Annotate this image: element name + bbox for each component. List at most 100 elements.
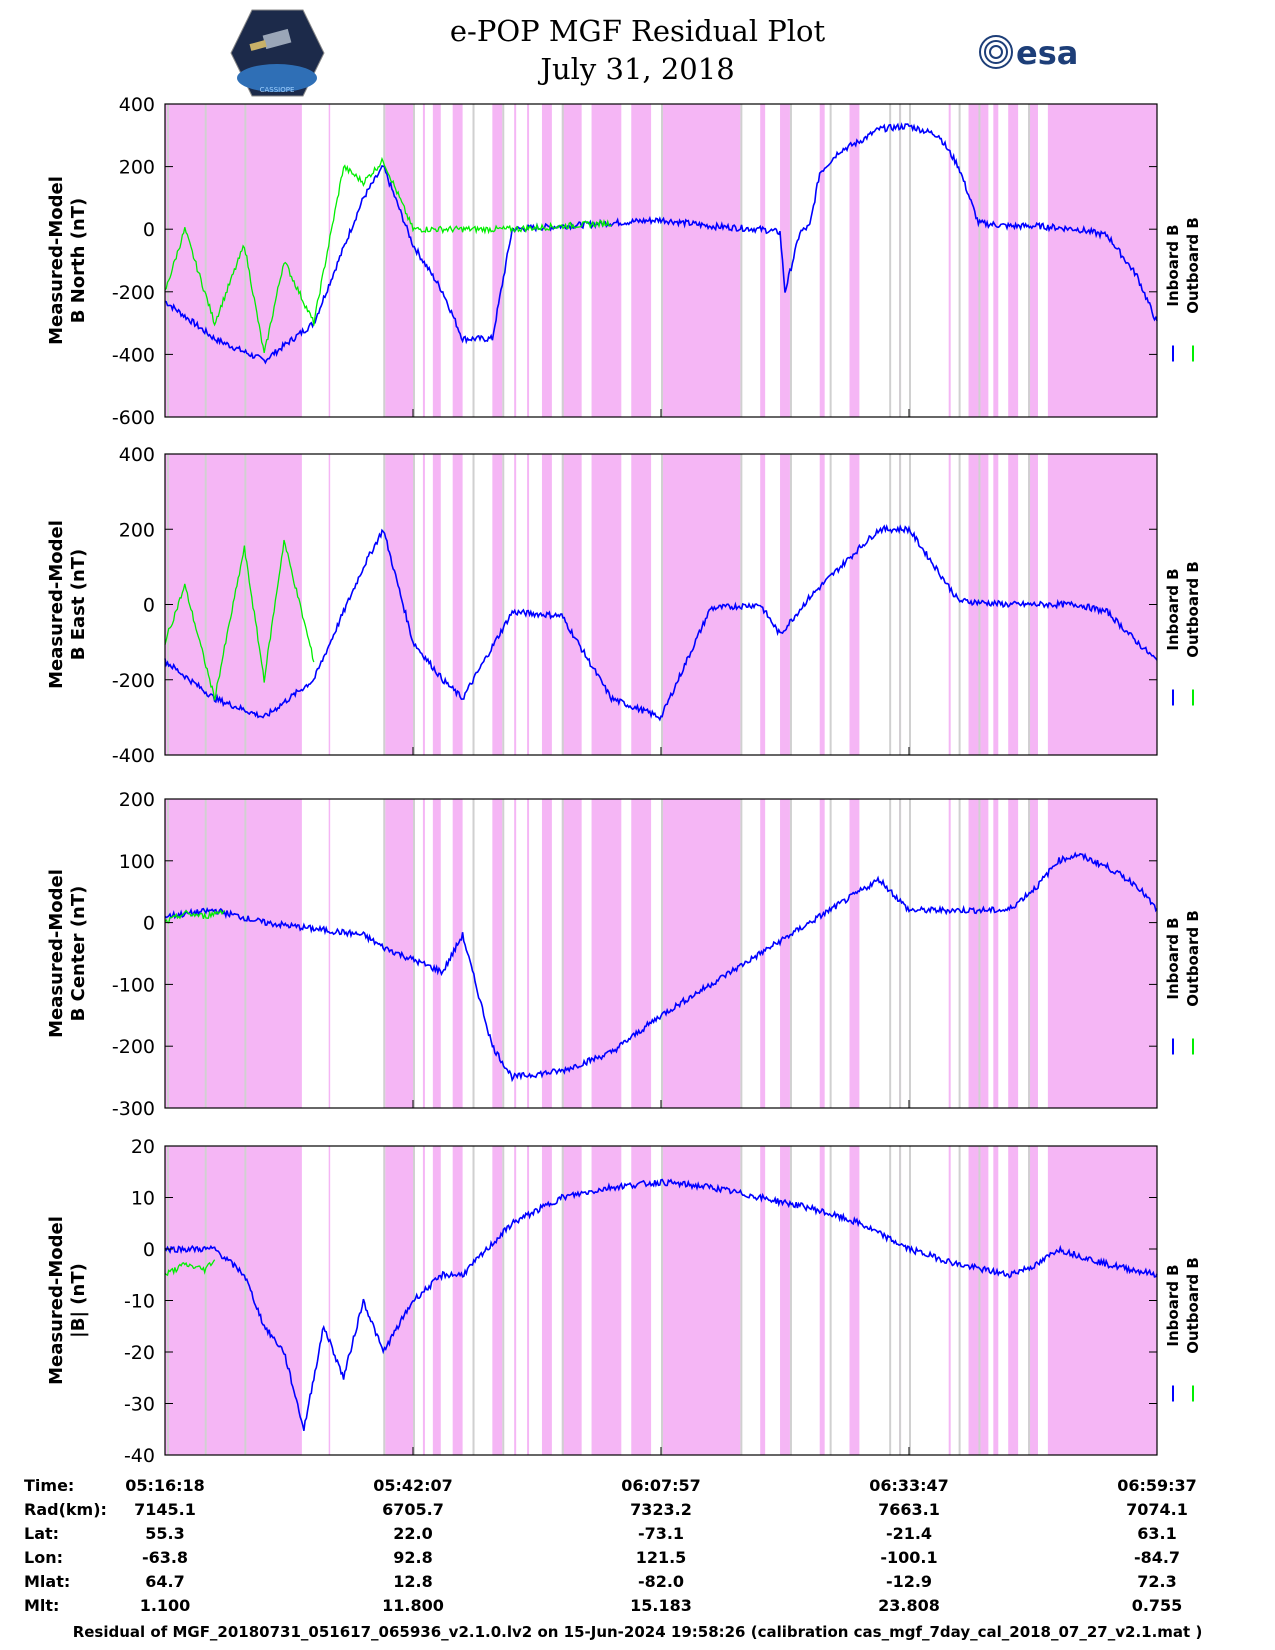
shade-band — [165, 799, 302, 1108]
grey-band — [413, 454, 415, 755]
shade-band — [385, 454, 413, 755]
grey-band — [502, 104, 505, 417]
shade-band — [849, 799, 860, 1108]
grey-band — [204, 104, 207, 417]
grey-band — [909, 799, 911, 1108]
grey-band — [502, 799, 505, 1108]
ephemeris-value: 23.808 — [878, 1596, 940, 1615]
ephemeris-value: 06:33:47 — [869, 1476, 949, 1495]
grey-band — [978, 104, 981, 417]
ephemeris-row-label: Mlat: — [24, 1572, 71, 1591]
shade-band — [591, 104, 622, 417]
grey-band — [244, 454, 247, 755]
shade-band — [780, 799, 790, 1108]
shade-band — [328, 1146, 331, 1455]
plot-frame — [164, 103, 1158, 418]
grey-band — [789, 104, 792, 417]
y-tick-label: 0 — [143, 219, 155, 241]
legend-inboard-label: Inboard B — [1164, 224, 1182, 306]
shade-band — [948, 799, 951, 1108]
ephemeris-value: 55.3 — [145, 1524, 185, 1543]
grey-band — [958, 1146, 961, 1455]
shade-band — [561, 454, 582, 755]
ephemeris-value: 12.8 — [393, 1572, 433, 1591]
grey-band — [829, 104, 832, 417]
shade-band — [591, 1146, 622, 1455]
shade-band — [993, 1146, 999, 1455]
y-tick-label: 200 — [119, 519, 155, 541]
grey-band — [909, 1146, 911, 1455]
grey-band — [472, 454, 475, 755]
ephemeris-value: -100.1 — [880, 1548, 938, 1567]
shade-band — [328, 799, 331, 1108]
shade-band — [1008, 104, 1019, 417]
grey-band — [561, 454, 564, 755]
grey-band — [661, 454, 663, 755]
grey-band — [899, 104, 902, 417]
legend-inboard-label: Inboard B — [1164, 568, 1182, 650]
shade-band — [819, 454, 825, 755]
series-outboard-line — [164, 539, 315, 701]
grey-band — [1028, 1146, 1031, 1455]
shade-band — [948, 454, 951, 755]
shade-band — [849, 104, 860, 417]
grey-band — [502, 1146, 505, 1455]
grey-band — [889, 1146, 892, 1455]
y-tick-label: -200 — [112, 282, 155, 304]
ephemeris-row-label: Lat: — [24, 1524, 60, 1543]
grey-band — [561, 1146, 564, 1455]
shade-band — [422, 454, 425, 755]
y-tick-label: -200 — [112, 670, 155, 692]
shade-band — [819, 1146, 825, 1455]
shade-band — [422, 104, 425, 417]
shade-band — [993, 104, 999, 417]
grey-band — [383, 454, 386, 755]
footer-caption: Residual of MGF_20180731_051617_065936_v… — [72, 1623, 1203, 1641]
grey-band — [789, 1146, 792, 1455]
grey-band — [661, 799, 663, 1108]
shade-band — [631, 454, 652, 755]
series-inboard-line — [164, 122, 1158, 365]
grey-band — [383, 799, 386, 1108]
ephemeris-value: 05:16:18 — [125, 1476, 205, 1495]
ephemeris-row-label: Time: — [24, 1476, 75, 1495]
y-axis-label: B East (nT) — [68, 549, 89, 661]
shade-band — [1047, 454, 1157, 755]
shade-band — [541, 799, 552, 1108]
shade-band — [452, 799, 463, 1108]
grey-band — [472, 1146, 475, 1455]
ephemeris-value: 7663.1 — [878, 1500, 940, 1519]
y-tick-label: 400 — [119, 444, 155, 466]
ephemeris-value: 06:07:57 — [621, 1476, 701, 1495]
grey-band — [829, 1146, 832, 1455]
grey-band — [978, 799, 981, 1108]
y-axis-label: Measured-Model — [46, 1216, 67, 1385]
grey-band — [244, 1146, 247, 1455]
grey-band — [1028, 799, 1031, 1108]
shade-band — [328, 454, 331, 755]
shade-band — [492, 1146, 503, 1455]
grey-band — [899, 799, 902, 1108]
ephemeris-row-label: Lon: — [24, 1548, 63, 1567]
shade-band — [760, 454, 766, 755]
shade-band — [561, 799, 582, 1108]
grey-band — [204, 799, 207, 1108]
y-axis-label: B Center (nT) — [68, 886, 89, 1022]
esa-logo-text: esa — [1016, 34, 1078, 72]
shade-band — [527, 104, 530, 417]
panel-2: -400 -200 0 200 400 Measured-Model B East (nT)… — [46, 444, 1202, 767]
shade-band — [591, 454, 622, 755]
grey-band — [204, 1146, 207, 1455]
shade-band — [993, 799, 999, 1108]
ephemeris-value: -82.0 — [637, 1572, 685, 1591]
shade-band — [661, 799, 741, 1108]
grey-band — [244, 799, 247, 1108]
grey-band — [204, 454, 207, 755]
grey-band — [383, 104, 386, 417]
grey-band — [829, 454, 832, 755]
ephemeris-value: 05:42:07 — [373, 1476, 453, 1495]
grey-band — [561, 799, 564, 1108]
grey-band — [978, 1146, 981, 1455]
grey-band — [889, 454, 892, 755]
y-tick-label: 20 — [131, 1136, 155, 1158]
